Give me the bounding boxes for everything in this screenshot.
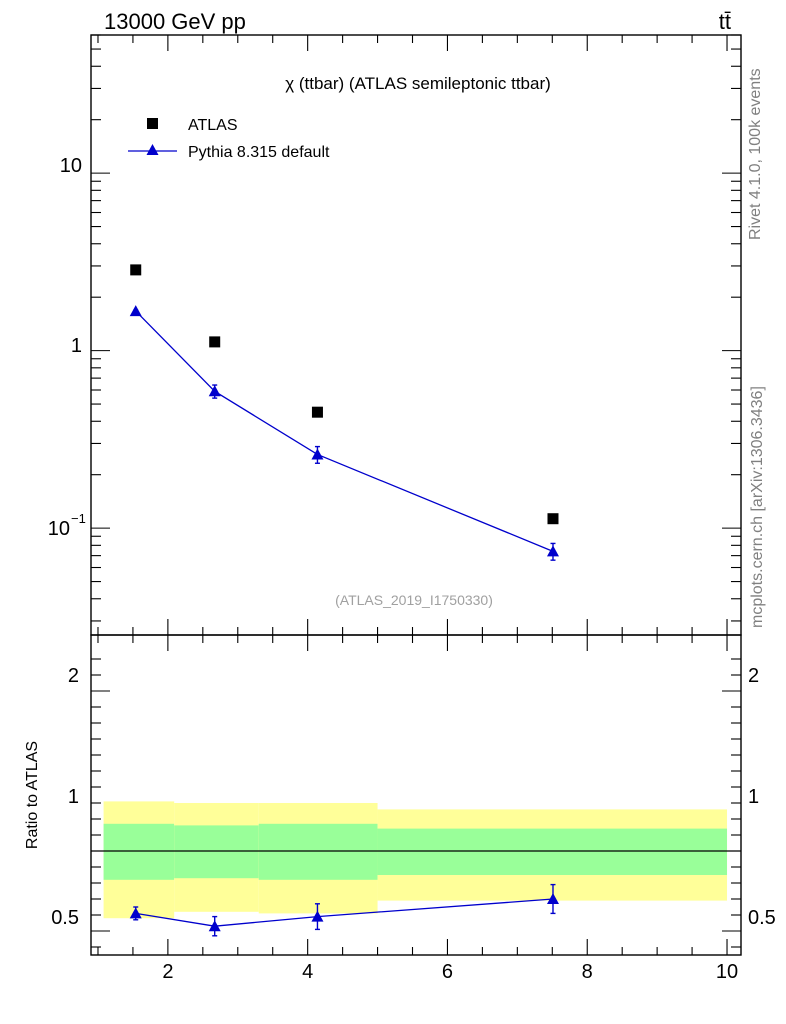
y-tick-exponent: −1 [71, 511, 86, 526]
pythia-data-point [546, 545, 559, 557]
ratio-data-layer [129, 883, 559, 937]
uncertainty-band-green [174, 825, 259, 879]
x-tick-label: 8 [582, 961, 593, 983]
ratio-panel: Ratio to ATLAS 2 1 0.5 2 1 0.5 2 4 6 8 10 [24, 634, 776, 983]
x-tick-label: 10 [716, 961, 738, 983]
chart-title: χ (ttbar) (ATLAS semileptonic ttbar) [285, 74, 551, 93]
atlas-data-point [311, 406, 323, 418]
ratio-y-axis-label: Ratio to ATLAS [24, 741, 41, 849]
ratio-pythia-line [135, 898, 554, 927]
process-label: tt̄ [719, 9, 731, 34]
main-panel: χ (ttbar) (ATLAS semileptonic ttbar) (AT… [48, 34, 742, 636]
ratio-bands-layer [103, 801, 728, 919]
upper-data-layer [129, 264, 559, 561]
atlas-data-point [209, 336, 221, 348]
ratio-y-tick-label-1: 1 [68, 786, 79, 808]
atlas-data-point [547, 513, 559, 525]
x-tick-labels: 2 4 6 8 10 [162, 961, 738, 983]
ratio-panel-frame [90, 634, 742, 956]
legend-marker-atlas [147, 118, 158, 129]
rivet-version-label: Rivet 4.1.0, 100k events [747, 68, 764, 240]
x-tick-label: 6 [442, 961, 453, 983]
ratio-data-point [208, 920, 221, 932]
pythia-data-point [129, 305, 142, 317]
ratio-axis-ticks [91, 635, 741, 955]
analysis-id-label: (ATLAS_2019_I1750330) [335, 592, 493, 608]
x-tick-label: 4 [302, 961, 313, 983]
legend-marker-pythia [146, 144, 159, 155]
y-tick-label-1: 1 [71, 335, 82, 357]
legend-label-pythia: Pythia 8.315 default [188, 144, 330, 161]
x-tick-label: 2 [162, 961, 173, 983]
legend: ATLAS Pythia 8.315 default [128, 117, 330, 161]
ratio-y-tick-label-right-1: 1 [748, 786, 759, 808]
ratio-data-point [129, 907, 142, 919]
ratio-y-tick-label-0.5: 0.5 [51, 907, 79, 929]
legend-label-atlas: ATLAS [188, 117, 238, 134]
energy-label: 13000 GeV pp [104, 9, 246, 34]
pythia-line [135, 310, 554, 552]
atlas-data-point [130, 264, 142, 276]
pythia-data-point [208, 385, 221, 397]
upper-axis-ticks [91, 34, 741, 635]
ratio-y-tick-label-right-2: 2 [748, 665, 759, 687]
pythia-data-point [311, 448, 324, 460]
mcplots-label: mcplots.cern.ch [arXiv:1306.3436] [749, 386, 766, 628]
y-tick-label-0.1: 10 [48, 518, 70, 540]
ratio-y-tick-label-2: 2 [68, 665, 79, 687]
y-tick-label-10: 10 [60, 155, 82, 177]
uncertainty-band-green [258, 823, 378, 880]
ratio-data-point [546, 893, 559, 904]
uncertainty-band-green [103, 823, 175, 880]
ratio-y-tick-label-right-0.5: 0.5 [748, 907, 776, 929]
ratio-data-point [311, 910, 324, 922]
uncertainty-band-green [377, 828, 728, 875]
